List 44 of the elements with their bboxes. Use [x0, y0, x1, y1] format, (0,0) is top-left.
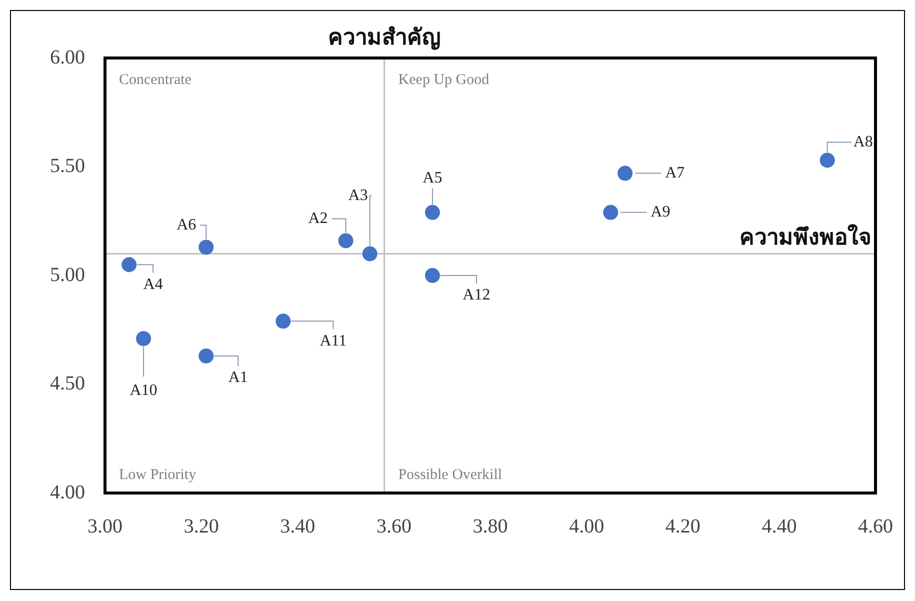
annotation: A5 [422, 170, 442, 187]
annotation: Keep Up Good [398, 72, 490, 88]
annotation: A8 [853, 133, 873, 150]
y-tick-label: 6.00 [50, 46, 85, 68]
annotation: A11 [320, 332, 347, 350]
annotation: A4 [143, 276, 163, 293]
point [136, 331, 152, 346]
x-tick-label: 3.00 [88, 515, 122, 538]
annotation: Possible Overkill [398, 467, 502, 483]
x-tick-label: 4.40 [762, 515, 797, 538]
point [424, 268, 440, 283]
annotation: A1 [228, 369, 248, 386]
annotation: Concentrate [119, 72, 192, 88]
point [820, 152, 835, 168]
y-tick-label: 5.00 [50, 264, 85, 286]
y-tick-label: 4.50 [50, 372, 85, 394]
point [603, 204, 618, 220]
x-tick-label: 3.80 [472, 515, 508, 538]
point [122, 257, 137, 272]
x-tick-label: 3.60 [376, 515, 412, 538]
y-tick-label: 4.00 [50, 481, 85, 504]
point [424, 204, 440, 220]
ref-line-label: ความสำคัญ [328, 24, 441, 51]
point [618, 166, 633, 181]
y-tick-label: 5.50 [50, 155, 85, 177]
point [362, 246, 378, 262]
annotation: A6 [176, 216, 196, 234]
x-tick-label: 4.00 [569, 515, 604, 538]
annotation: A10 [130, 382, 158, 399]
annotation: A12 [462, 286, 490, 304]
point [338, 233, 354, 248]
x-tick-label: 3.20 [184, 515, 219, 538]
point [276, 314, 291, 329]
point [198, 348, 214, 364]
annotation: A9 [650, 204, 670, 221]
point [198, 240, 214, 255]
annotation: A2 [308, 210, 328, 227]
x-tick-label: 3.40 [280, 515, 316, 538]
x-tick-label: 4.20 [665, 515, 700, 538]
annotation: A7 [665, 164, 685, 182]
annotation: A3 [348, 186, 368, 204]
annotation: Low Priority [119, 467, 197, 483]
ref-line-label: ความพึงพอใจ [740, 223, 872, 250]
x-tick-label: 4.60 [858, 515, 893, 538]
